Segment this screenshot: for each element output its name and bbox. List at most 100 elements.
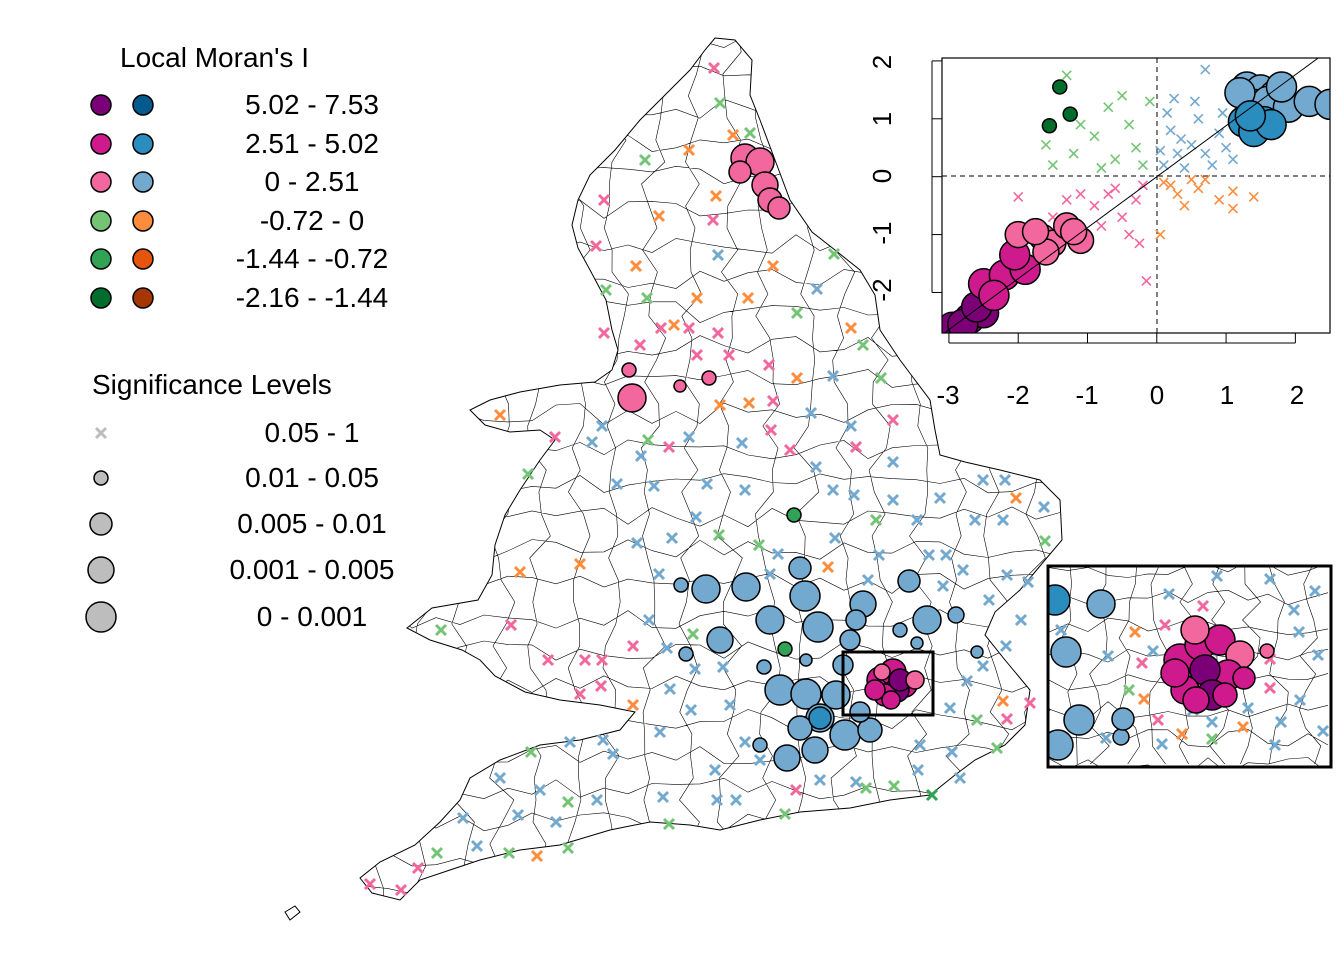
map-cross-marker <box>573 557 587 571</box>
map-cross-marker <box>549 815 563 829</box>
significance-legend-title: Significance Levels <box>92 369 332 400</box>
map-cross-marker <box>682 321 696 335</box>
map-cross-marker <box>1000 568 1014 582</box>
map-cross-marker <box>1000 712 1014 726</box>
map-cross-marker <box>689 510 703 524</box>
map-circle-marker <box>892 622 908 638</box>
map-cross-marker <box>1014 613 1028 627</box>
map-cross-marker <box>828 531 842 545</box>
map-circle-marker <box>788 556 812 580</box>
map-cross-marker <box>711 248 725 262</box>
map-cross-marker <box>771 547 785 561</box>
map-cross-marker <box>456 811 470 825</box>
map-cross-marker <box>606 747 620 761</box>
map-circle-marker <box>799 653 813 667</box>
x-tick-label: -3 <box>936 380 960 410</box>
map-cross-marker <box>663 682 677 696</box>
map-cross-marker <box>561 795 575 809</box>
map-cross-marker <box>790 306 804 320</box>
map-cross-marker <box>735 436 749 450</box>
map-cross-marker <box>626 698 640 712</box>
map-circle-marker <box>857 717 883 743</box>
map-cross-marker <box>1009 491 1023 505</box>
map-cross-marker <box>766 394 780 408</box>
map-circle-marker <box>905 670 925 690</box>
legend-class-label-4: -0.72 - 0 <box>259 205 365 236</box>
map-cross-marker <box>640 291 654 305</box>
map-cross-marker <box>910 513 924 527</box>
map-circle-marker <box>845 609 867 631</box>
map-cross-marker <box>530 849 544 863</box>
map-cross-marker <box>690 291 704 305</box>
map-cross-marker <box>869 513 883 527</box>
map-cross-marker <box>790 371 804 385</box>
map-cross-marker <box>722 348 736 362</box>
map-cross-marker <box>809 460 823 474</box>
map-cross-marker <box>953 771 967 785</box>
map-circle-marker <box>773 744 801 772</box>
map-cross-marker <box>943 701 957 715</box>
map-cross-marker <box>707 61 721 75</box>
map-circle-marker <box>755 605 785 635</box>
map-cross-marker <box>826 483 840 497</box>
x-tick-label: 0 <box>1149 380 1165 410</box>
map-circle-marker <box>678 646 694 662</box>
map-cross-marker <box>996 513 1010 527</box>
map-cross-marker <box>726 128 740 142</box>
map-cross-marker <box>996 694 1010 708</box>
map-cross-marker <box>968 513 982 527</box>
map-circle-marker <box>789 580 821 612</box>
map-circle-marker <box>673 379 687 393</box>
map-cross-marker <box>541 653 555 667</box>
map-cross-marker <box>764 423 778 437</box>
map-cross-marker <box>998 473 1012 487</box>
legend-class-label-1: 5.02 - 7.53 <box>245 89 379 120</box>
map-cross-marker <box>690 348 704 362</box>
map-cross-marker <box>886 455 900 469</box>
legend-class-label-3: 0 - 2.51 <box>264 166 360 197</box>
map-cross-marker <box>647 479 661 493</box>
map-cross-marker <box>660 641 674 655</box>
map-cross-marker <box>939 548 953 562</box>
map-circle-marker <box>802 611 834 643</box>
map-cross-marker <box>533 783 547 797</box>
map-circle-marker <box>731 572 761 602</box>
map-cross-marker <box>493 771 507 785</box>
map-cross-marker <box>626 639 640 653</box>
map-circle-marker <box>673 577 689 593</box>
map-cross-marker <box>911 763 925 777</box>
y-tick-label: -1 <box>867 221 897 245</box>
map-cross-marker <box>434 623 448 637</box>
map-cross-marker <box>738 483 752 497</box>
map-cross-marker <box>561 841 575 855</box>
map-cross-marker <box>1037 500 1051 514</box>
map-cross-marker <box>976 659 990 673</box>
map-symbols <box>363 61 1052 897</box>
significance-label-2: 0.01 - 0.05 <box>245 462 379 493</box>
map-circle-marker <box>790 678 822 710</box>
isle-of-scilly <box>284 905 301 921</box>
map-circle-marker <box>764 674 796 706</box>
map-cross-marker <box>665 531 679 545</box>
map-cross-marker <box>976 473 990 487</box>
map-cross-marker <box>713 96 727 110</box>
map-cross-marker <box>716 660 730 674</box>
map-cross-marker <box>653 725 667 739</box>
map-cross-marker <box>597 193 611 207</box>
map-cross-marker <box>642 613 656 627</box>
x-tick-label: -2 <box>1006 380 1030 410</box>
map-cross-marker <box>766 259 780 273</box>
map-cross-marker <box>827 247 841 261</box>
map-cross-marker <box>563 735 577 749</box>
map-cross-marker <box>945 745 959 759</box>
map-cross-marker <box>595 419 609 433</box>
map-cross-marker <box>872 548 886 562</box>
map-circle-marker <box>849 701 871 723</box>
map-cross-marker <box>804 406 818 420</box>
map-cross-marker <box>826 369 840 383</box>
map-cross-marker <box>738 735 752 749</box>
map-cross-marker <box>610 477 624 491</box>
map-cross-marker <box>511 808 525 822</box>
london-zoom-box <box>841 650 935 717</box>
